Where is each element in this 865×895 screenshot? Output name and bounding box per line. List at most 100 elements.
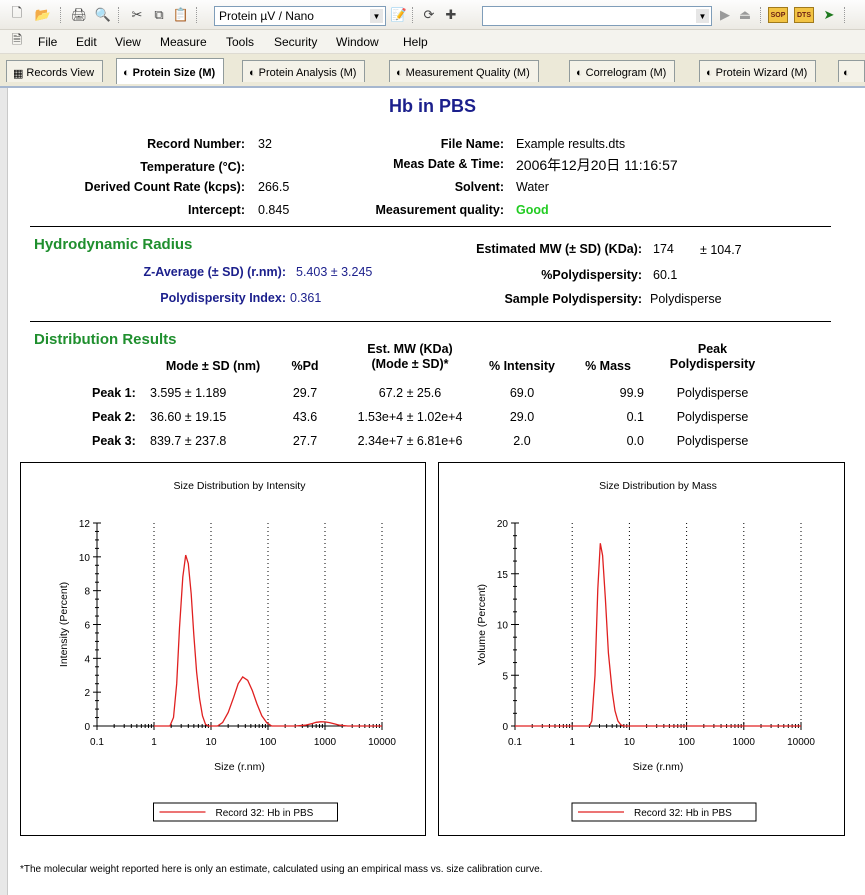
- x-tick-label: 10: [205, 737, 217, 748]
- row-intensity: 2.0: [513, 434, 531, 448]
- eject-icon[interactable]: ⏏: [738, 7, 752, 22]
- record-number-label: Record Number:: [147, 137, 245, 151]
- row-mode: 36.60 ± 19.15: [150, 410, 227, 424]
- row-mw: 1.53e+4 ± 1.02e+4: [357, 410, 463, 424]
- table-icon: ▦: [13, 67, 24, 80]
- count-rate-label: Derived Count Rate (kcps):: [84, 180, 245, 194]
- row-pd: 43.6: [292, 410, 318, 424]
- chevron-down-icon[interactable]: ▼: [370, 9, 383, 23]
- chart-title: Size Distribution by Mass: [599, 480, 717, 492]
- mw-sd-value: ± 104.7: [700, 243, 742, 257]
- mass-chart: Size Distribution by Mass 0.1 1 10 100 1000 10…: [438, 462, 845, 836]
- tab-records-view[interactable]: ▦ Records View: [6, 60, 104, 82]
- row-label: Peak 3:: [92, 434, 136, 448]
- header-pd: %Pd: [291, 359, 319, 373]
- tab-label: Measurement Quality (M): [405, 67, 530, 79]
- meas-date-value: 2006年12月20日 11:16:57: [516, 157, 678, 173]
- sop-wizard-icon[interactable]: ✚: [445, 7, 457, 22]
- y-tick-label: 2: [84, 688, 90, 699]
- new-file-icon[interactable]: 🗋: [11, 5, 23, 20]
- paste-icon[interactable]: 📋: [172, 7, 190, 22]
- toolbar-separator: [60, 7, 62, 23]
- tab-measurement-quality[interactable]: ◐ Measurement Quality (M): [389, 60, 539, 82]
- y-tick-label: 8: [84, 587, 90, 598]
- x-tick-label: 1000: [733, 737, 756, 748]
- menu-measure[interactable]: Measure: [160, 35, 207, 49]
- menu-help[interactable]: Help: [403, 35, 428, 49]
- tab-label: Protein Wizard (M): [715, 67, 808, 79]
- protocol-combo[interactable]: Protein µV / Nano ▼: [214, 6, 386, 26]
- tab-correlogram[interactable]: ◐ Correlogram (M): [569, 60, 676, 82]
- play-icon[interactable]: ▶: [720, 7, 730, 22]
- sop-edit-icon[interactable]: 📝: [390, 7, 408, 22]
- row-label: Peak 1:: [92, 386, 136, 400]
- y-tick-label: 6: [84, 621, 90, 632]
- copy-icon[interactable]: ⧉: [154, 7, 164, 22]
- row-mass: 0.1: [626, 410, 644, 424]
- distribution-title: Distribution Results: [34, 331, 177, 348]
- polydispersity-value: 60.1: [653, 268, 678, 282]
- x-tick-label: 100: [260, 737, 277, 748]
- y-tick-label: 20: [497, 519, 509, 530]
- menu-edit[interactable]: Edit: [76, 35, 97, 49]
- row-poly: Polydisperse: [676, 386, 749, 400]
- sop-run-icon[interactable]: ⟳: [423, 7, 435, 22]
- tab-overflow[interactable]: ◐: [838, 60, 865, 82]
- chevron-down-icon[interactable]: ▼: [696, 9, 709, 23]
- count-rate-value: 266.5: [258, 180, 290, 194]
- toolbar-separator: [118, 7, 120, 23]
- x-tick-label: 0.1: [90, 737, 104, 748]
- x-tick-label: 1: [569, 737, 575, 748]
- toolbar: 🗋 📂 🖨 🔍 ✂ ⧉ 📋 Protein µV / Nano ▼ 📝 ⟳ ✚ …: [0, 0, 865, 30]
- protocol-combo-value: Protein µV / Nano: [219, 9, 314, 23]
- sop-badge-icon[interactable]: SOP: [768, 7, 788, 23]
- divider: [30, 321, 831, 322]
- y-tick-label: 5: [502, 671, 508, 682]
- export-icon[interactable]: ➤: [823, 7, 835, 22]
- row-label: Peak 2:: [92, 410, 136, 424]
- pdi-label: Polydispersity Index:: [160, 291, 286, 305]
- menu-tools[interactable]: Tools: [226, 35, 255, 49]
- report-icon: ◐: [249, 67, 256, 79]
- header-mass: % Mass: [585, 359, 631, 373]
- row-intensity: 69.0: [509, 386, 535, 400]
- intercept-value: 0.845: [258, 203, 290, 217]
- footnote: *The molecular weight reported here is o…: [20, 864, 543, 875]
- toolbar-separator: [844, 7, 846, 23]
- x-tick-label: 10000: [368, 737, 396, 748]
- intercept-label: Intercept:: [188, 203, 245, 217]
- tab-label: Records View: [26, 67, 95, 79]
- tab-label: Protein Size (M): [132, 67, 216, 79]
- print-preview-icon[interactable]: 🔍: [94, 7, 112, 22]
- menu-window[interactable]: Window: [336, 35, 379, 49]
- print-icon[interactable]: 🖨: [70, 7, 88, 22]
- x-tick-label: 0.1: [508, 737, 522, 748]
- tab-protein-size[interactable]: ◐ Protein Size (M): [116, 58, 225, 84]
- cut-icon[interactable]: ✂: [131, 7, 143, 22]
- open-folder-icon[interactable]: 📂: [34, 7, 52, 22]
- tab-label: Protein Analysis (M): [258, 67, 357, 79]
- y-tick-label: 10: [79, 553, 91, 564]
- divider: [30, 226, 831, 227]
- instrument-combo[interactable]: ▼: [482, 6, 712, 26]
- series-line: [515, 543, 801, 727]
- row-intensity: 29.0: [509, 410, 535, 424]
- toolbar-separator: [412, 7, 414, 23]
- header-intensity: % Intensity: [489, 359, 555, 373]
- zavg-label: Z-Average (± SD) (r.nm):: [143, 265, 286, 279]
- dts-badge-icon[interactable]: DTS: [794, 7, 814, 23]
- left-gutter: [0, 88, 8, 895]
- report-icon: ◐: [706, 67, 713, 79]
- tab-protein-wizard[interactable]: ◐ Protein Wizard (M): [699, 60, 817, 82]
- x-tick-label: 1000: [314, 737, 337, 748]
- menu-security[interactable]: Security: [274, 35, 318, 49]
- menubar: 🗎 File Edit View Measure Tools Security …: [0, 30, 865, 54]
- x-axis-label: Size (r.nm): [633, 761, 684, 773]
- zavg-value: 5.403 ± 3.245: [296, 265, 373, 279]
- tab-protein-analysis[interactable]: ◐ Protein Analysis (M): [242, 60, 366, 82]
- report-icon: ◐: [576, 67, 583, 79]
- row-mw: 67.2 ± 25.6: [378, 386, 442, 400]
- legend-box: [571, 802, 757, 822]
- menu-view[interactable]: View: [115, 35, 141, 49]
- menu-file[interactable]: File: [38, 35, 58, 49]
